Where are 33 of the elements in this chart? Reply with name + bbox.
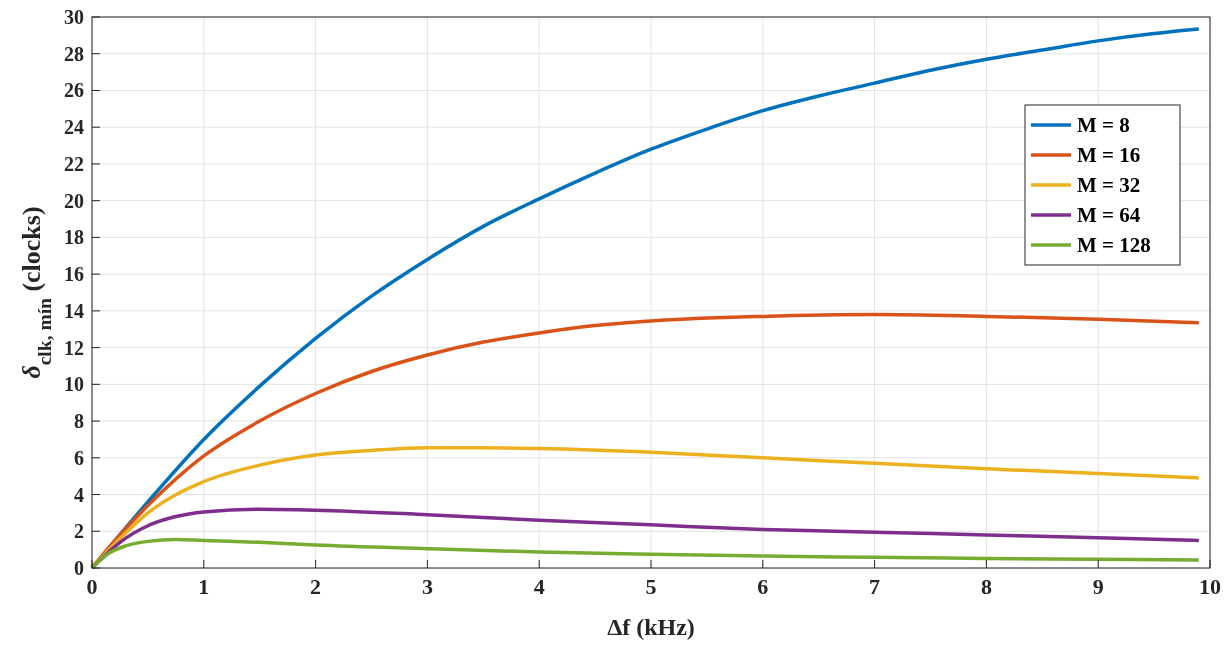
y-tick-label: 8: [74, 410, 84, 433]
y-tick-label: 6: [74, 446, 84, 469]
y-tick-label: 22: [64, 152, 84, 175]
x-tick-label: 7: [869, 574, 881, 599]
y-tick-label: 14: [64, 299, 84, 322]
y-tick-label: 26: [64, 79, 84, 102]
x-tick-label: 1: [198, 574, 210, 599]
y-tick-label: 10: [64, 373, 84, 396]
legend-label: M = 128: [1077, 233, 1151, 257]
x-tick-label: 4: [533, 574, 545, 599]
legend-label: M = 64: [1077, 203, 1141, 227]
x-tick-label: 8: [980, 574, 992, 599]
y-tick-label: 30: [64, 6, 84, 28]
y-tick-label: 0: [74, 557, 84, 579]
y-tick-label: 2: [74, 520, 84, 543]
x-tick-label: 2: [310, 574, 322, 599]
x-tick-label: 6: [757, 574, 769, 599]
y-tick-label: 28: [64, 42, 84, 65]
y-tick-label: 20: [64, 189, 84, 212]
y-tick-label: 12: [64, 336, 84, 359]
x-tick-label: 10: [1199, 574, 1221, 599]
y-tick-label: 24: [64, 116, 84, 139]
line-series: [90, 537, 1201, 570]
x-tick-label: 3: [421, 574, 433, 599]
y-tick-label: 4: [74, 483, 84, 506]
x-tick-label: 9: [1092, 574, 1104, 599]
x-tick-label: 5: [645, 574, 657, 599]
legend-label: M = 16: [1077, 143, 1141, 167]
y-tick-label: 16: [64, 263, 84, 286]
legend-label: M = 32: [1077, 173, 1141, 197]
y-tick-label: 18: [64, 226, 84, 249]
x-axis-title: Δf (kHz): [607, 614, 695, 640]
legend-label: M = 8: [1077, 113, 1130, 137]
